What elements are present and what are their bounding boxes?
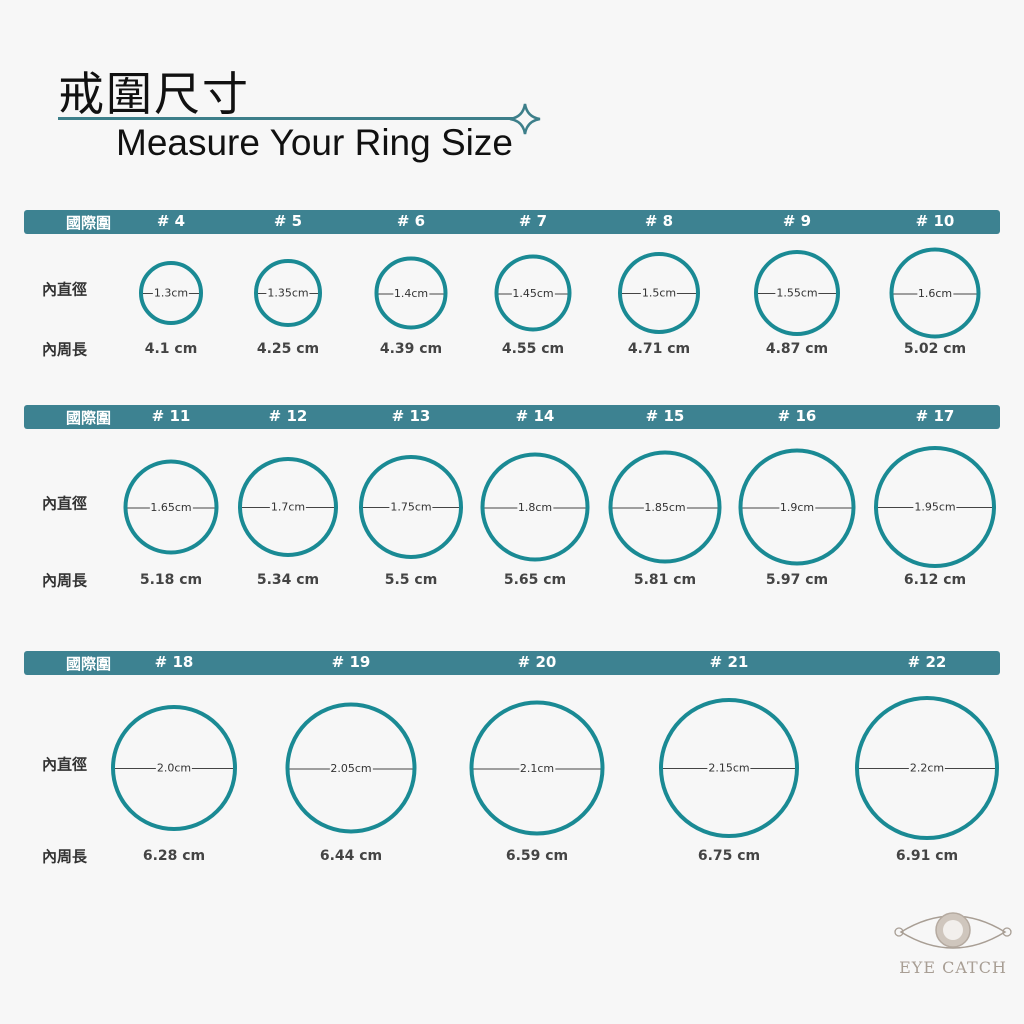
circumference-row-label: 內周長	[42, 847, 88, 866]
circumference-value: 6.75 cm	[697, 848, 761, 864]
ring-size-number: # 18	[154, 653, 194, 671]
diameter-value: 1.45cm	[511, 286, 555, 300]
ring-circle: 1.45cm	[494, 254, 572, 332]
ring-circle: 1.75cm	[359, 455, 463, 559]
ring-circle: 1.35cm	[254, 259, 322, 327]
diameter-value: 1.9cm	[778, 500, 816, 514]
circumference-value: 4.71 cm	[627, 341, 691, 357]
ring-size-number: # 6	[396, 212, 426, 230]
circumference-value: 5.5 cm	[384, 572, 438, 588]
page-title-english: Measure Your Ring Size	[116, 122, 513, 163]
ring-size-number: # 13	[391, 407, 431, 425]
ring-size-number: # 15	[645, 407, 685, 425]
ring-size-number: # 22	[907, 653, 947, 671]
ring-circle: 1.3cm	[139, 261, 203, 325]
diameter-row-label: 內直徑	[42, 494, 88, 513]
ring-circle: 1.5cm	[618, 252, 700, 334]
circumference-value: 6.59 cm	[505, 848, 569, 864]
circumference-value: 5.97 cm	[765, 572, 829, 588]
ring-circle: 1.65cm	[123, 459, 219, 555]
ring-circle: 1.95cm	[874, 446, 996, 568]
diameter-row-label: 內直徑	[42, 280, 88, 299]
ring-circle: 1.4cm	[374, 256, 448, 330]
circumference-value: 4.25 cm	[256, 341, 320, 357]
title-divider	[58, 117, 518, 120]
ring-size-number: # 14	[515, 407, 555, 425]
page-title-chinese: 戒圍尺寸	[58, 67, 250, 121]
size-header-bar: 國際圍 # 18 # 19 # 20 # 21 # 22	[24, 651, 1000, 675]
ring-size-number: # 5	[273, 212, 303, 230]
ring-circle: 1.55cm	[754, 250, 840, 336]
ring-size-number: # 12	[268, 407, 308, 425]
circumference-value: 5.81 cm	[633, 572, 697, 588]
diameter-value: 1.75cm	[389, 500, 433, 514]
size-column-label: 國際圍	[66, 655, 112, 673]
brand-name: EYE CATCH	[899, 958, 1007, 977]
diameter-value: 1.55cm	[775, 286, 819, 300]
diameter-value: 1.35cm	[266, 286, 310, 300]
diameter-value: 1.65cm	[149, 500, 193, 514]
circumference-row-label: 內周長	[42, 340, 88, 359]
circumference-value: 4.39 cm	[379, 341, 443, 357]
ring-size-number: # 11	[151, 407, 191, 425]
ring-circle: 1.85cm	[608, 450, 722, 564]
size-header-bar: 國際圍 # 4 # 5 # 6 # 7 # 8 # 9 # 10	[24, 210, 1000, 234]
eye-gem-logo-icon	[894, 912, 1012, 949]
diameter-value: 1.8cm	[516, 500, 554, 514]
ring-size-number: # 4	[156, 212, 186, 230]
ring-circle: 1.6cm	[889, 247, 981, 339]
diameter-row-label: 內直徑	[42, 755, 88, 774]
size-column-label: 國際圍	[66, 214, 112, 232]
circumference-value: 4.1 cm	[144, 341, 198, 357]
size-column-label: 國際圍	[66, 409, 112, 427]
ring-size-number: # 7	[518, 212, 548, 230]
diameter-value: 1.4cm	[392, 286, 430, 300]
diameter-value: 1.6cm	[916, 286, 954, 300]
circumference-value: 5.34 cm	[256, 572, 320, 588]
ring-size-number: # 8	[644, 212, 674, 230]
circumference-row-label: 內周長	[42, 571, 88, 590]
circumference-value: 6.28 cm	[142, 848, 206, 864]
circumference-value: 6.12 cm	[903, 572, 967, 588]
diameter-value: 1.85cm	[643, 500, 687, 514]
circumference-value: 4.55 cm	[501, 341, 565, 357]
diameter-value: 1.3cm	[152, 286, 190, 300]
ring-size-number: # 20	[517, 653, 557, 671]
diameter-value: 2.05cm	[329, 761, 373, 775]
ring-circle: 1.8cm	[480, 452, 590, 562]
circumference-value: 5.02 cm	[903, 341, 967, 357]
diameter-value: 1.5cm	[640, 286, 678, 300]
ring-circle: 2.15cm	[659, 698, 799, 838]
ring-size-number: # 19	[331, 653, 371, 671]
circumference-value: 6.44 cm	[319, 848, 383, 864]
diameter-value: 2.2cm	[908, 761, 946, 775]
sparkle-diamond-icon	[509, 103, 541, 135]
ring-size-number: # 10	[915, 212, 955, 230]
circumference-value: 6.91 cm	[895, 848, 959, 864]
ring-size-number: # 9	[782, 212, 812, 230]
circumference-value: 4.87 cm	[765, 341, 829, 357]
size-header-bar: 國際圍 # 11 # 12 # 13 # 14 # 15 # 16 # 17	[24, 405, 1000, 429]
circumference-value: 5.18 cm	[139, 572, 203, 588]
brand-logo: EYE CATCH	[893, 908, 1013, 977]
ring-circle: 2.0cm	[111, 705, 237, 831]
diameter-value: 2.1cm	[518, 761, 556, 775]
diameter-value: 2.0cm	[155, 761, 193, 775]
ring-size-number: # 21	[709, 653, 749, 671]
ring-size-number: # 17	[915, 407, 955, 425]
diameter-value: 1.7cm	[269, 500, 307, 514]
diameter-value: 2.15cm	[707, 761, 751, 775]
circumference-value: 5.65 cm	[503, 572, 567, 588]
ring-circle: 2.05cm	[285, 702, 417, 834]
ring-circle: 2.2cm	[855, 696, 999, 840]
ring-size-number: # 16	[777, 407, 817, 425]
diameter-value: 1.95cm	[913, 500, 957, 514]
ring-circle: 1.7cm	[238, 457, 338, 557]
ring-circle: 1.9cm	[738, 448, 856, 566]
ring-circle: 2.1cm	[469, 700, 605, 836]
